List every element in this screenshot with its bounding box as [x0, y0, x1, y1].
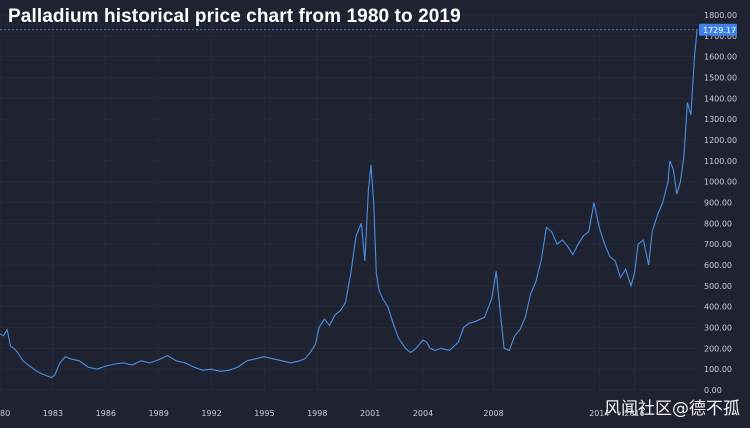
y-axis: 0.00 100.00 200.00 300.00 400.00 500.00 600.00…	[704, 11, 737, 395]
x-tick-label: 1980	[0, 409, 10, 418]
y-tick-label: 1800.00	[704, 11, 737, 20]
x-tick-label: 1998	[307, 409, 327, 418]
x-tick-label: 1989	[148, 409, 168, 418]
y-tick-label: 1000.00	[704, 178, 737, 187]
grid-lines	[0, 14, 698, 391]
x-tick-label: 2014	[589, 409, 609, 418]
y-tick-label: 300.00	[704, 324, 732, 333]
x-tick-label: 2004	[413, 409, 433, 418]
x-tick-label: 1995	[254, 409, 274, 418]
y-tick-label: 1400.00	[704, 94, 737, 103]
last-value-label: 1729.17	[703, 26, 736, 35]
x-tick-label: 1983	[43, 409, 63, 418]
series-line-palladium-price	[0, 29, 698, 379]
chart-title: Palladium historical price chart from 19…	[8, 6, 461, 27]
y-tick-label: 1100.00	[704, 157, 737, 166]
y-tick-label: 500.00	[704, 282, 732, 291]
x-tick-label: 1986	[96, 409, 116, 418]
x-tick-label: 2016	[624, 409, 644, 418]
x-tick-label: 2008	[483, 409, 503, 418]
x-axis: 1980 1983 1986 1989 1992 1995 1998 2001 2004 2008…	[0, 409, 645, 418]
y-tick-label: 400.00	[704, 303, 732, 312]
last-value-badge: 1729.17	[699, 23, 737, 36]
y-tick-label: 100.00	[704, 365, 732, 374]
y-tick-label: 900.00	[704, 199, 732, 208]
y-tick-label: 1300.00	[704, 115, 737, 124]
y-tick-label: 1600.00	[704, 53, 737, 62]
watermark: 风闻社区@德不孤	[604, 399, 740, 419]
x-tick-label: 2001	[360, 409, 380, 418]
y-tick-label: 1700.00	[704, 32, 737, 41]
y-tick-label: 700.00	[704, 240, 732, 249]
y-tick-label: 200.00	[704, 344, 732, 353]
y-tick-label: 0.00	[704, 386, 722, 395]
y-tick-label: 1500.00	[704, 74, 737, 83]
y-tick-label: 800.00	[704, 219, 732, 228]
y-tick-label: 600.00	[704, 261, 732, 270]
x-tick-label: 1992	[201, 409, 221, 418]
last-value-badge-bg	[699, 23, 737, 36]
y-tick-label: 1200.00	[704, 136, 737, 145]
